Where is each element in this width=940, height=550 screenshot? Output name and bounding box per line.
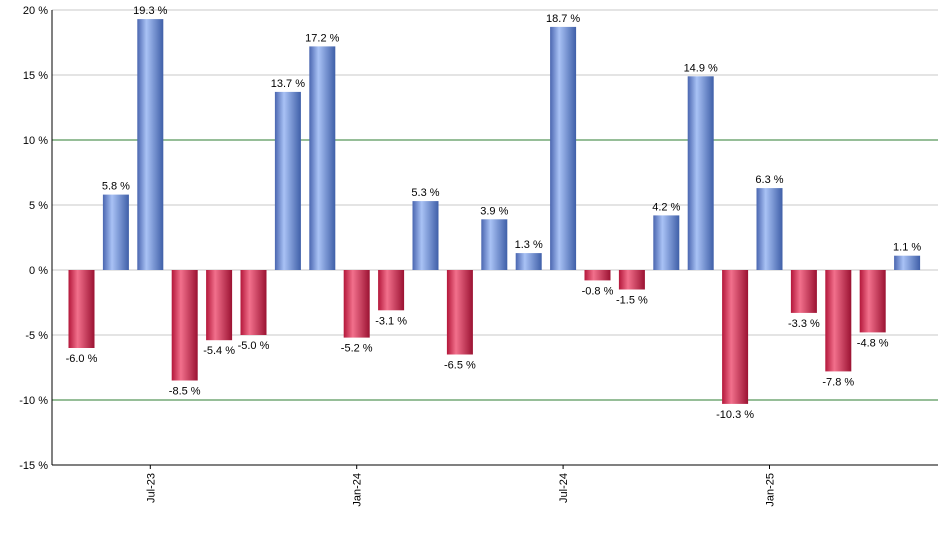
data-label: 1.3 % (515, 239, 543, 251)
data-label: -5.0 % (238, 340, 270, 352)
bar-positive (894, 255, 921, 270)
data-labels: -6.0 % 5.8 % 19.3 % -8.5 % -5.4 % -5.0 % 13.7 … (66, 5, 922, 421)
y-tick-label: 0 % (29, 265, 48, 277)
bar-positive (756, 188, 783, 270)
data-label: -0.8 % (582, 285, 614, 297)
data-label: 19.3 % (133, 5, 167, 17)
y-tick-label: 10 % (23, 135, 48, 147)
bar-positive (515, 253, 542, 270)
data-label: -8.5 % (169, 386, 201, 398)
bar-positive (653, 215, 680, 270)
data-label: -10.3 % (716, 409, 754, 421)
data-label: 5.8 % (102, 181, 130, 193)
data-label: 5.3 % (411, 187, 439, 199)
bar-negative (825, 270, 852, 372)
x-tick-label: Jan-24 (352, 473, 364, 507)
data-label: -1.5 % (616, 295, 648, 307)
data-label: -3.1 % (375, 315, 407, 327)
data-label: -6.0 % (66, 353, 98, 365)
data-label: -6.5 % (444, 360, 476, 372)
bar-positive (102, 194, 129, 270)
axes: 20 % 15 % 10 % 5 % 0 % -5 % -10 % -15 % Jul-23 Ja… (19, 5, 938, 507)
x-tick-label: Jul-23 (145, 473, 157, 503)
bars (68, 19, 921, 404)
x-tick-label: Jan-25 (765, 473, 777, 507)
y-tick-label: -10 % (19, 395, 48, 407)
data-label: 1.1 % (893, 242, 921, 254)
bar-positive (274, 91, 301, 271)
y-tick-label: 15 % (23, 70, 48, 82)
data-label: -3.3 % (788, 318, 820, 330)
y-tick-label: 20 % (23, 5, 48, 17)
bar-negative (722, 270, 749, 404)
bar-negative (446, 270, 473, 355)
bar-negative (618, 270, 645, 290)
bar-negative (343, 270, 370, 338)
bar-negative (171, 270, 198, 381)
data-label: 3.9 % (480, 205, 508, 217)
x-tick-label: Jul-24 (558, 473, 570, 503)
y-tick-label: 5 % (29, 200, 48, 212)
bar-negative (68, 270, 95, 348)
bar-negative (206, 270, 233, 341)
bar-negative (584, 270, 611, 281)
bar-positive (137, 19, 164, 270)
data-label: 6.3 % (755, 174, 783, 186)
bar-positive (412, 201, 439, 270)
data-label: 14.9 % (684, 62, 718, 74)
data-label: 4.2 % (652, 201, 680, 213)
data-label: -4.8 % (857, 337, 889, 349)
bar-positive (309, 46, 336, 271)
data-label: 18.7 % (546, 13, 580, 25)
data-label: 13.7 % (271, 78, 305, 90)
bar-negative (378, 270, 405, 311)
bar-negative (240, 270, 267, 335)
bar-positive (481, 219, 508, 270)
y-tick-label: -15 % (19, 460, 48, 472)
bar-positive (550, 26, 577, 271)
bar-positive (687, 76, 714, 270)
bar-negative (859, 270, 886, 333)
data-label: 17.2 % (305, 32, 339, 44)
data-label: -5.2 % (341, 343, 373, 355)
y-tick-label: -5 % (25, 330, 48, 342)
bar-negative (790, 270, 817, 313)
data-label: -5.4 % (203, 345, 235, 357)
data-label: -7.8 % (822, 376, 854, 388)
